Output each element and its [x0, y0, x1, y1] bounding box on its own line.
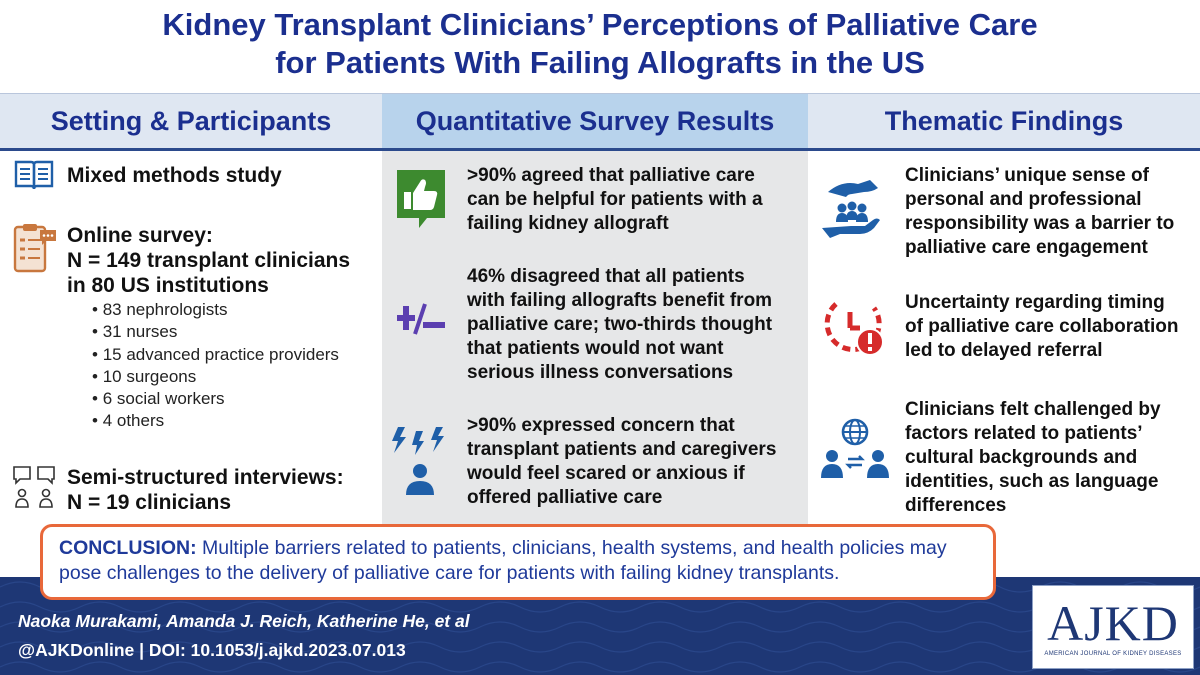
- infographic-title: Kidney Transplant Clinicians’ Perception…: [0, 6, 1200, 82]
- setting-heading: Setting & Participants: [0, 93, 382, 151]
- doi-citation: @AJKDonline | DOI: 10.1053/j.ajkd.2023.0…: [18, 640, 406, 660]
- open-book-icon: [14, 160, 54, 190]
- theme-3: Clinicians felt challenged by factors re…: [905, 399, 1161, 516]
- conclusion-box: CONCLUSION: Multiple barriers related to…: [40, 524, 996, 600]
- survey-sample-size: N = 149 transplant clinicians: [67, 249, 351, 272]
- interviews-label: Semi-structured interviews:: [67, 466, 344, 489]
- globe-people-icon: [821, 418, 889, 478]
- survey-result-2: 46% disagreed that all patients with fai…: [467, 266, 773, 383]
- interviews-sample-size: N = 19 clinicians: [67, 491, 232, 514]
- list-item: 83 nephrologists: [92, 299, 339, 321]
- anxious-person-icon: [392, 427, 444, 495]
- survey-result-3: >90% expressed concern that transplant p…: [467, 415, 777, 508]
- list-item: 15 advanced practice providers: [92, 344, 339, 366]
- interview-speech-icon: [13, 466, 55, 508]
- thematic-findings-heading: Thematic Findings: [808, 93, 1200, 151]
- theme-1: Clinicians’ unique sense of personal and…: [905, 165, 1175, 258]
- survey-label: Online survey:: [67, 224, 213, 247]
- clock-alert-icon: [824, 302, 884, 356]
- logo-mark: AJKD: [1047, 595, 1179, 651]
- ajkd-logo: AJKD AMERICAN JOURNAL OF KIDNEY DISEASES: [1032, 585, 1194, 669]
- clipboard-survey-icon: [13, 224, 56, 273]
- conclusion-label: CONCLUSION:: [59, 537, 197, 559]
- list-item: 10 surgeons: [92, 366, 339, 388]
- survey-results-panel: [382, 151, 808, 525]
- participant-breakdown-list: 83 nephrologists 31 nurses 15 advanced p…: [92, 299, 339, 433]
- logo-subtitle: AMERICAN JOURNAL OF KIDNEY DISEASES: [1044, 651, 1182, 657]
- list-item: 6 social workers: [92, 388, 339, 410]
- caring-hands-icon: [822, 180, 880, 238]
- survey-institutions: in 80 US institutions: [67, 274, 269, 297]
- theme-2: Uncertainty regarding timing of palliati…: [905, 292, 1179, 361]
- list-item: 4 others: [92, 410, 339, 432]
- survey-result-1: >90% agreed that palliative care can be …: [467, 165, 763, 234]
- title-line-2: for Patients With Failing Allografts in …: [275, 45, 925, 80]
- conclusion-text: Multiple barriers related to patients, c…: [59, 537, 947, 584]
- survey-results-heading: Quantitative Survey Results: [382, 93, 808, 151]
- authors: Naoka Murakami, Amanda J. Reich, Katheri…: [18, 611, 470, 631]
- study-type: Mixed methods study: [67, 164, 282, 187]
- title-line-1: Kidney Transplant Clinicians’ Perception…: [162, 7, 1038, 42]
- plus-minus-icon: [397, 303, 445, 335]
- list-item: 31 nurses: [92, 321, 339, 343]
- thumbs-up-icon: [397, 170, 445, 228]
